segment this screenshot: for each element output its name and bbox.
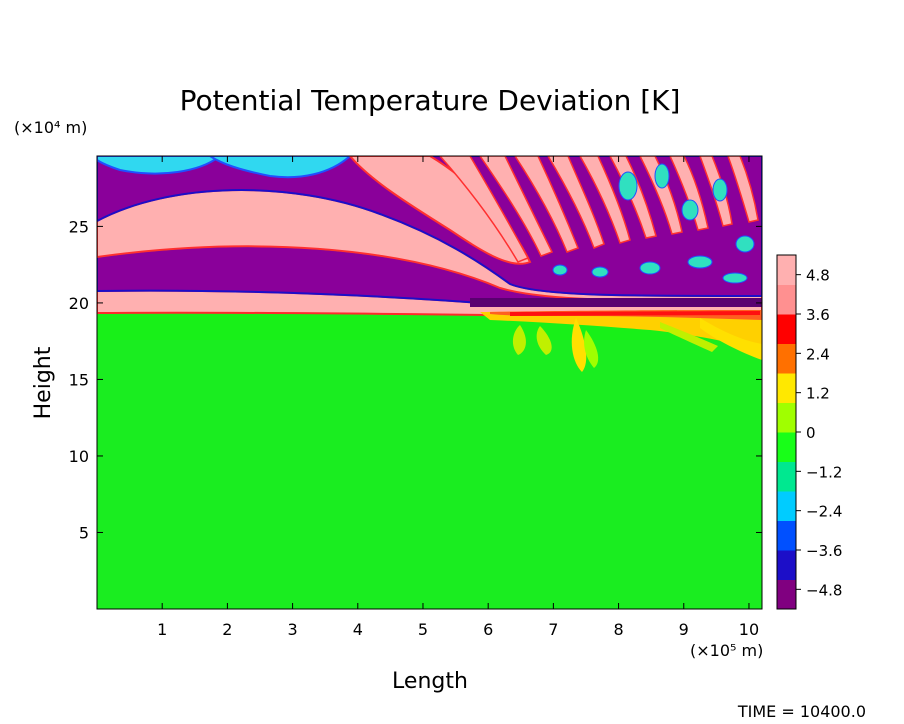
y-tick-label: 20 xyxy=(69,294,89,313)
colorbar-segment xyxy=(777,579,796,610)
colorbar-segment xyxy=(777,314,796,344)
field-shade xyxy=(97,340,762,609)
colorbar-tick-label: 3.6 xyxy=(806,306,830,324)
colorbar-tick-label: −3.6 xyxy=(806,542,842,560)
y-tick-label: 10 xyxy=(69,447,89,466)
dark-layer-20 xyxy=(470,298,762,307)
x-tick-label: 3 xyxy=(287,620,297,639)
colorbar-segment xyxy=(777,255,796,285)
heatmap-field xyxy=(97,156,762,609)
x-tick-label: 9 xyxy=(679,620,689,639)
x-tick-label: 8 xyxy=(613,620,623,639)
colorbar-tick-label: −4.8 xyxy=(806,581,842,599)
colorbar-segment xyxy=(777,373,796,403)
breaking-region xyxy=(480,310,762,372)
x-tick-label: 4 xyxy=(353,620,363,639)
colorbar-tick-label: −2.4 xyxy=(806,503,842,521)
y-axis: 5 10 15 20 25 xyxy=(69,217,762,542)
x-tick-label: 7 xyxy=(548,620,558,639)
colorbar-segment xyxy=(777,432,796,462)
x-tick-label: 10 xyxy=(739,620,759,639)
colorbar-segment xyxy=(777,284,796,315)
colorbar-tick-label: −1.2 xyxy=(806,463,842,481)
plot-frame xyxy=(96,155,763,610)
y-tick-label: 5 xyxy=(79,523,89,542)
colorbar-tick-label: 1.2 xyxy=(806,385,830,403)
turbulence-cells xyxy=(552,163,755,284)
x-axis: 1 2 3 4 5 6 7 8 9 10 xyxy=(157,156,759,639)
y-tick-label: 15 xyxy=(69,370,89,389)
colorbar-tick-label: 2.4 xyxy=(806,345,830,363)
time-annotation: TIME = 10400.0 xyxy=(737,702,866,721)
colorbar-segment xyxy=(777,461,796,492)
y-unit-label: (×10⁴ m) xyxy=(14,118,87,137)
x-unit-label: (×10⁵ m) xyxy=(690,641,763,660)
colorbar: 4.8 3.6 2.4 1.2 0 −1.2 −2.4 −3.6 −4.8 xyxy=(776,254,842,610)
band-cool-27 xyxy=(97,156,762,297)
y-tick-label: 25 xyxy=(69,217,89,236)
chart-title: Potential Temperature Deviation [K] xyxy=(180,84,681,117)
x-tick-label: 2 xyxy=(222,620,232,639)
x-axis-label: Length xyxy=(392,669,468,694)
cap-mid xyxy=(208,156,352,179)
x-tick-label: 5 xyxy=(418,620,428,639)
colorbar-tick-label: 4.8 xyxy=(806,267,830,285)
x-tick-label: 6 xyxy=(483,620,493,639)
colorbar-segment xyxy=(777,550,796,580)
y-axis-label: Height xyxy=(31,346,56,419)
colorbar-segment xyxy=(777,520,796,551)
colorbar-tick-label: 0 xyxy=(806,424,816,442)
diagonal-streaks xyxy=(438,156,759,263)
x-tick-label: 1 xyxy=(157,620,167,639)
colorbar-segment xyxy=(777,491,796,521)
cap-left xyxy=(97,156,222,175)
colorbar-segment xyxy=(777,343,796,374)
colorbar-segment xyxy=(777,402,796,433)
